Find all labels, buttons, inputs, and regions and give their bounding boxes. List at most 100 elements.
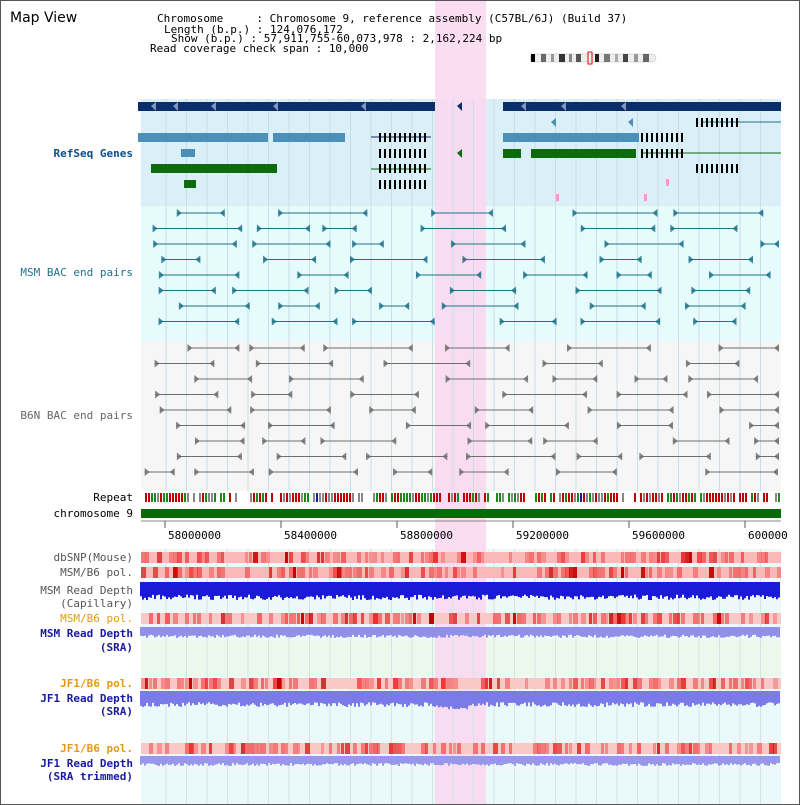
heat-cell [525, 552, 529, 563]
repeat-element [706, 493, 708, 502]
b6n-bac-pair [592, 375, 598, 383]
repeat-element [313, 493, 315, 502]
heat-cell [777, 567, 781, 578]
repeat-element [427, 493, 429, 502]
heat-cell [669, 567, 673, 578]
heat-cell [521, 613, 526, 624]
repeat-element [304, 493, 306, 502]
b6n-bac-pair [366, 452, 372, 461]
heat-cell [329, 567, 333, 578]
repeat-element [673, 493, 675, 502]
heat-cell [461, 567, 466, 578]
chromosome-ideogram [529, 51, 657, 65]
heat-cell [493, 613, 497, 624]
heat-cell [281, 613, 285, 624]
heat-cell [173, 552, 178, 563]
b6n-bac-pair [639, 452, 645, 461]
msm-bac-pair [451, 240, 457, 248]
length-key: Length (b.p.) : [164, 23, 270, 36]
heat-cell [193, 678, 198, 689]
heat-cell [165, 678, 170, 689]
heat-cell [357, 678, 362, 689]
repeat-element [685, 493, 687, 502]
gene-exon [384, 133, 386, 142]
heat-cell [681, 743, 685, 754]
b6n-bac-pair [667, 421, 673, 430]
heat-cell [141, 678, 146, 689]
repeat-element [298, 493, 300, 502]
heat-cell [301, 552, 306, 563]
heat-cell [733, 567, 737, 578]
repeat-element [211, 493, 213, 502]
heat-cell [677, 743, 681, 754]
msm-bac-pair [350, 255, 356, 264]
gene-exon [641, 133, 643, 142]
heat-cell [621, 567, 624, 578]
repeat-element [334, 493, 336, 502]
heat-cell [657, 743, 660, 754]
gene-exon [696, 118, 698, 127]
repeat-element [661, 493, 663, 502]
msm-bac-pair [745, 286, 751, 295]
repeat-element [259, 493, 261, 502]
heat-cell [349, 567, 352, 578]
repeat-element [559, 493, 561, 502]
heat-cell [309, 678, 314, 689]
b6n-bac-pair [176, 421, 182, 430]
heat-cell [285, 552, 288, 563]
heat-cell [185, 678, 189, 689]
repeat-element [475, 493, 477, 502]
gene-exon [676, 133, 678, 142]
gene-exon [721, 118, 723, 127]
msm-bac-pair [379, 302, 385, 310]
gene-feature [151, 164, 277, 173]
heat-cell [293, 743, 298, 754]
repeat-element [484, 493, 486, 502]
gene-exon [424, 164, 426, 173]
b6n-bac-pair [268, 468, 274, 476]
ideogram-band [559, 54, 565, 62]
heat-cell [537, 743, 541, 754]
heat-cell [153, 567, 158, 578]
heat-cell [293, 567, 296, 578]
heat-cell [349, 613, 354, 624]
b6n-bac-pair [287, 390, 293, 399]
heat-cell [141, 567, 146, 578]
heat-cell [501, 743, 505, 754]
heat-cell [313, 567, 318, 578]
heat-cell [225, 743, 229, 754]
heat-cell [397, 743, 402, 754]
heat-cell [445, 567, 448, 578]
gene-feature [503, 149, 521, 158]
heat-cell [581, 552, 585, 563]
heat-cell [637, 743, 641, 754]
heat-cell [361, 743, 365, 754]
repeat-element [424, 493, 426, 502]
heat-cell [369, 567, 374, 578]
msm-bac-pair [303, 286, 309, 295]
jf1-depth-label: JF1 Read Depth [40, 692, 133, 705]
heat-cell [773, 743, 777, 754]
heat-cell [697, 552, 702, 563]
b6n-bac-pair [155, 390, 161, 399]
repeat-element [541, 493, 543, 502]
ideogram-band [595, 54, 599, 62]
b6n-bac-pair [466, 421, 472, 430]
repeat-element [670, 493, 672, 502]
heat-cell [649, 552, 653, 563]
heat-cell [369, 678, 374, 689]
heat-cell [301, 567, 305, 578]
gene-exon [656, 149, 658, 158]
gene-strand-arrow [211, 102, 216, 111]
repeat-element [439, 493, 441, 502]
msm-bac-pair [244, 302, 250, 310]
msm-bac-pair [774, 240, 779, 248]
msm-bac-pair [580, 317, 586, 326]
b6n-bac-pair [504, 344, 510, 352]
heat-cell [773, 613, 777, 624]
heat-cell [481, 743, 485, 754]
heat-cell [197, 567, 202, 578]
jf1-trimmed-bars [140, 756, 780, 766]
